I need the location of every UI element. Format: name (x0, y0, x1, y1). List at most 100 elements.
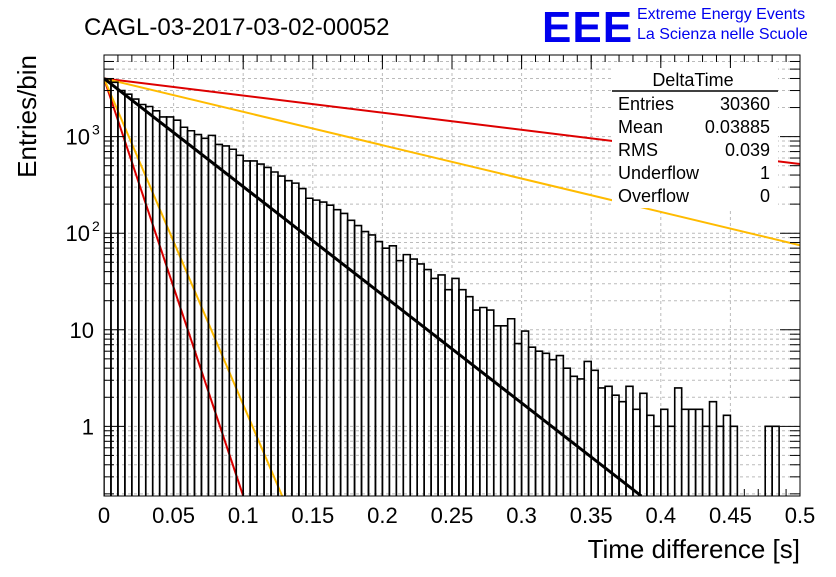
logo-line-2: La Scienza nelle Scuole (637, 26, 808, 43)
histogram-bin (214, 143, 224, 496)
histogram-bin (284, 179, 293, 496)
histogram-bin (367, 234, 377, 496)
histogram-bin (256, 163, 265, 496)
histogram-bin (444, 288, 453, 496)
x-tick-label: 0.3 (506, 503, 537, 528)
x-tick-label: 0.45 (709, 503, 752, 528)
eee-logo: EEE (542, 3, 633, 52)
histogram-bin (144, 105, 154, 496)
x-tick-label: 0.2 (367, 503, 398, 528)
stats-label: Entries (618, 94, 674, 114)
y-tick-exponent: 2 (92, 218, 100, 234)
histogram-bin (104, 78, 112, 496)
stats-value: 0 (760, 186, 770, 206)
x-tick-label: 0 (98, 503, 110, 528)
x-tick-label: 0.05 (152, 503, 195, 528)
histogram-bin (437, 274, 446, 496)
stats-label: Underflow (618, 163, 700, 183)
histogram-bin (374, 240, 384, 496)
y-tick-label: 1 (82, 414, 94, 439)
logo-line-1: Extreme Energy Events (637, 6, 805, 23)
histogram-bin (305, 197, 314, 496)
histogram-bin (451, 277, 460, 496)
histogram-bin (590, 369, 599, 496)
histogram-bin (242, 160, 251, 496)
histogram-bin (277, 175, 286, 496)
x-tick-label: 0.25 (431, 503, 474, 528)
histogram-bin (458, 288, 467, 496)
histogram-bin (576, 378, 586, 496)
histogram-bin (465, 295, 474, 496)
stats-value: 30360 (720, 94, 770, 114)
curve-fit (104, 77, 643, 496)
axis-ticks (103, 54, 801, 496)
chart-title: CAGL-03-2017-03-02-00052 (84, 14, 390, 41)
stats-label: RMS (618, 140, 658, 160)
x-tick-label: 0.15 (291, 503, 334, 528)
y-axis-label: Entries/bin (12, 55, 42, 178)
histogram-bin (479, 306, 488, 496)
histogram-bin (388, 245, 398, 496)
histogram-bin (828, 426, 835, 506)
stats-rows: Entries 30360 Mean 0.03885 RMS 0.039 Underflow… (618, 94, 770, 206)
histogram-bin (207, 134, 217, 496)
stats-label: Overflow (618, 186, 690, 206)
histogram-bin (771, 425, 780, 496)
curve-orange-shallow (104, 77, 800, 247)
histogram-bin (694, 408, 704, 496)
histogram-bin (506, 317, 516, 496)
histogram-bin (346, 219, 356, 496)
x-axis-label: Time difference [s] (588, 534, 800, 564)
histogram-bin (814, 426, 821, 506)
fit-curve-layer (104, 77, 643, 496)
stats-label: Mean (618, 117, 663, 137)
histogram-bin (117, 89, 126, 496)
histogram-bin (618, 400, 627, 496)
histogram-bin (381, 247, 391, 496)
histogram-bin (353, 224, 363, 496)
y-tick-label: 10 (66, 125, 90, 150)
histogram-bin (228, 148, 238, 496)
stats-title: DeltaTime (652, 70, 733, 90)
histogram-bin (339, 212, 349, 496)
stats-box: DeltaTime Entries 30360 Mean 0.03885 RMS 0.03… (612, 68, 778, 208)
histogram-bin (151, 110, 161, 496)
x-tick-label: 0.5 (785, 503, 816, 528)
x-tick-label: 0.4 (646, 503, 677, 528)
histogram-bin (395, 259, 405, 496)
y-tick-label: 10 (70, 318, 94, 343)
histogram-bin (325, 204, 335, 496)
histogram-bin (534, 350, 544, 496)
histogram-bin (235, 154, 244, 496)
histogram-bin (597, 387, 606, 496)
histogram-bin (193, 133, 203, 496)
curve-orange-steep (104, 78, 284, 496)
histogram-bin (499, 324, 509, 496)
histogram-bin (541, 352, 551, 496)
histogram-bin (548, 358, 558, 496)
stats-value: 0.03885 (705, 117, 770, 137)
histogram-bin (722, 414, 732, 496)
histogram-bin (729, 425, 739, 496)
histogram-bin (249, 160, 258, 496)
x-tick-label: 0.1 (228, 503, 259, 528)
histogram-bin (492, 324, 502, 496)
y-tick-label: 10 (66, 221, 90, 246)
histogram-bin (680, 408, 690, 496)
histogram-bin (604, 385, 613, 496)
x-tick-label: 0.35 (570, 503, 613, 528)
histogram-bin (423, 268, 432, 496)
y-tick-exponent: 3 (92, 122, 100, 138)
histogram-bin (611, 394, 620, 496)
histogram-bin (409, 258, 418, 496)
histogram-bin (687, 408, 697, 496)
stats-value: 0.039 (725, 140, 770, 160)
histogram-bin (520, 330, 530, 496)
histogram-bin (673, 387, 683, 496)
histogram-bin (430, 277, 439, 496)
histogram-bin (821, 426, 828, 506)
x-tick-labels: 0 0.05 0.1 0.15 0.2 0.25 0.3 0.35 0.4 0.45 0.5 (98, 503, 815, 528)
